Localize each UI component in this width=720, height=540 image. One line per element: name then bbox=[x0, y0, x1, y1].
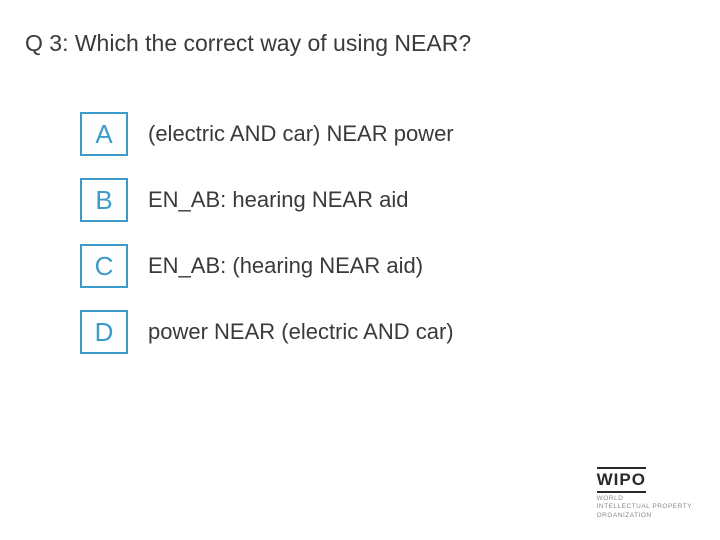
option-text: power NEAR (electric AND car) bbox=[148, 319, 454, 345]
options-list: A (electric AND car) NEAR power B EN_AB:… bbox=[80, 112, 695, 354]
option-letter-c: C bbox=[80, 244, 128, 288]
option-row[interactable]: B EN_AB: hearing NEAR aid bbox=[80, 178, 695, 222]
option-text: EN_AB: hearing NEAR aid bbox=[148, 187, 408, 213]
brand-logo: WIPO WORLD INTELLECTUAL PROPERTY ORGANIZ… bbox=[597, 467, 692, 520]
option-letter-d: D bbox=[80, 310, 128, 354]
option-letter-b: B bbox=[80, 178, 128, 222]
question-title: Q 3: Which the correct way of using NEAR… bbox=[25, 30, 695, 57]
option-row[interactable]: C EN_AB: (hearing NEAR aid) bbox=[80, 244, 695, 288]
option-row[interactable]: D power NEAR (electric AND car) bbox=[80, 310, 695, 354]
option-row[interactable]: A (electric AND car) NEAR power bbox=[80, 112, 695, 156]
option-letter-a: A bbox=[80, 112, 128, 156]
option-text: (electric AND car) NEAR power bbox=[148, 121, 454, 147]
logo-subtitle: WORLD INTELLECTUAL PROPERTY ORGANIZATION bbox=[597, 495, 692, 520]
option-text: EN_AB: (hearing NEAR aid) bbox=[148, 253, 423, 279]
logo-main: WIPO bbox=[597, 467, 646, 493]
slide: Q 3: Which the correct way of using NEAR… bbox=[0, 0, 720, 540]
